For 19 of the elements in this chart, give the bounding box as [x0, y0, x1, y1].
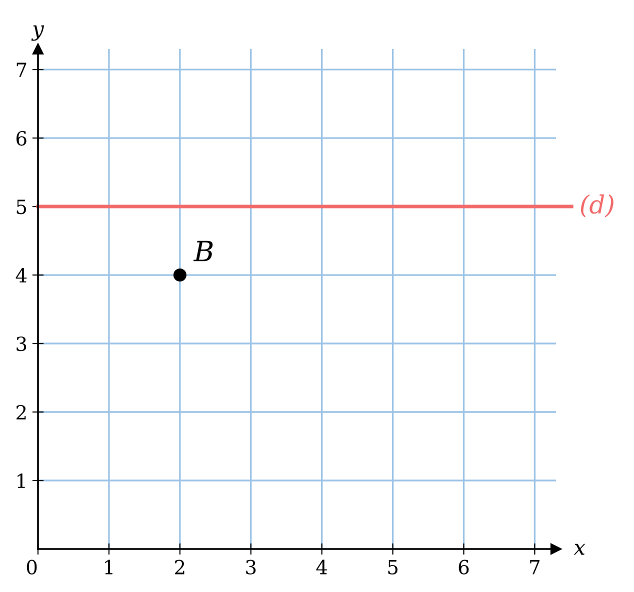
x-axis-title: x	[574, 544, 586, 555]
x-tick-label: 6	[458, 560, 469, 574]
x-tick-label: 1	[105, 560, 112, 574]
x-tick-label: 3	[246, 560, 256, 574]
x-tick-label: 2	[175, 560, 184, 574]
y-tick-label: 6	[16, 130, 26, 146]
x-tick-label: 4	[316, 560, 328, 574]
y-tick-label: 4	[16, 268, 27, 282]
x-tick-label: 5	[388, 560, 398, 574]
y-tick-label: 7	[16, 62, 26, 77]
y-tick-label: 5	[16, 200, 26, 214]
y-tick-label: 3	[16, 336, 26, 352]
x-tick-label: 7	[530, 560, 540, 574]
y-axis-title: y	[31, 25, 44, 41]
annotation: B	[193, 240, 213, 262]
y-tick-label: 1	[18, 473, 25, 488]
x-tick-label: 0	[26, 560, 37, 574]
y-tick-label: 2	[16, 404, 26, 420]
ref-line-label: (d)	[581, 194, 614, 218]
